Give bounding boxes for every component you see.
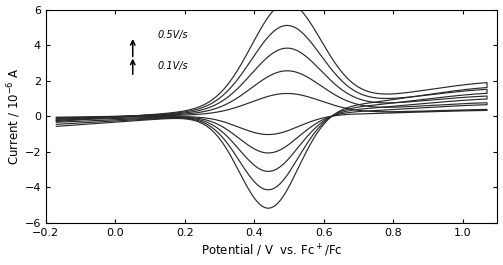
Text: 0.1V/s: 0.1V/s	[157, 60, 188, 70]
X-axis label: Potential / V  vs. Fc$^+$/Fc: Potential / V vs. Fc$^+$/Fc	[201, 243, 343, 259]
Text: 0.5V/s: 0.5V/s	[157, 30, 188, 40]
Y-axis label: Current / 10$^{-6}$ A: Current / 10$^{-6}$ A	[6, 68, 23, 165]
